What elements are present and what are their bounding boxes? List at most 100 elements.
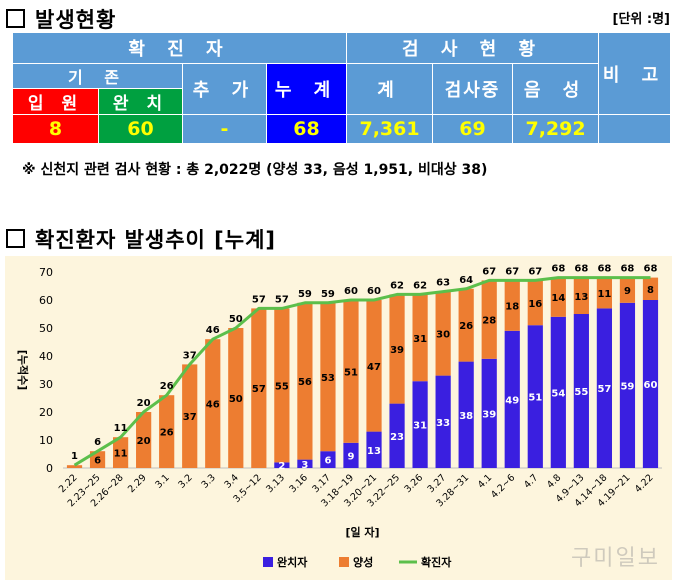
line-value-label: 67 xyxy=(505,266,519,277)
bar-positive-label: 55 xyxy=(275,381,289,392)
x-tick-label: 3.13 xyxy=(264,472,287,495)
bar-cured xyxy=(642,300,659,468)
bar-positive xyxy=(458,288,474,362)
header-total: 계 xyxy=(346,63,434,115)
bar-positive-label: 20 xyxy=(137,436,151,447)
bar-positive xyxy=(297,302,313,460)
status-table: 확 진 자 검 사 현 황 비 고 기 존 추 가 누 계 계 검사중 음 성 … xyxy=(11,32,672,144)
bar-positive xyxy=(527,280,543,326)
line-value-label: 67 xyxy=(528,266,542,277)
bar-cured-label: 38 xyxy=(459,411,473,422)
bar-cured-label: 51 xyxy=(528,393,542,404)
line-value-label: 60 xyxy=(367,286,381,297)
x-tick-label: 3.16 xyxy=(287,472,310,495)
bar-cured-label: 3 xyxy=(301,460,308,471)
bar-positive xyxy=(481,280,497,359)
bar-cured xyxy=(458,361,474,468)
watermark: 구미일보 xyxy=(571,546,660,571)
bar-cured-label: 2 xyxy=(278,461,285,472)
bar-positive xyxy=(274,308,290,463)
bar-positive-label: 8 xyxy=(647,285,654,296)
bar-cured xyxy=(573,314,589,468)
bar-positive-label: 6 xyxy=(94,456,101,467)
bar-cured xyxy=(619,302,636,468)
bar-positive xyxy=(642,277,659,300)
bar-positive-label: 30 xyxy=(436,330,450,341)
header-confirmed: 확 진 자 xyxy=(11,32,348,64)
line-value-label: 60 xyxy=(344,286,358,297)
bar-positive-label: 39 xyxy=(390,345,404,356)
value-hospitalized: 8 xyxy=(12,114,99,144)
y-tick-label: 40 xyxy=(39,350,53,363)
header-existing: 기 존 xyxy=(12,63,183,89)
bar-cured-label: 23 xyxy=(390,432,404,443)
bar-positive xyxy=(89,451,106,468)
bar-cured-label: 13 xyxy=(367,446,381,457)
bar-positive xyxy=(251,308,267,468)
line-value-label: 59 xyxy=(298,289,312,300)
bar-cured xyxy=(366,431,382,468)
x-tick-label: 4.22 xyxy=(633,472,656,495)
line-value-label: 68 xyxy=(644,264,658,275)
x-tick-label: 2.29 xyxy=(126,472,149,495)
value-negative: 7,292 xyxy=(512,114,600,144)
header-cumulative: 누 계 xyxy=(265,63,348,115)
y-tick-label: 60 xyxy=(39,294,53,307)
bar-positive-label: 11 xyxy=(597,289,611,300)
bar-positive-label: 9 xyxy=(624,286,631,297)
y-axis-title: [누적수] xyxy=(16,350,30,390)
bar-positive xyxy=(366,300,382,432)
value-cured: 60 xyxy=(98,114,183,144)
bar-positive xyxy=(412,294,428,382)
line-value-label: 37 xyxy=(183,350,197,361)
status-section-title: 발생현황 xyxy=(6,4,116,34)
bar-cured-label: 54 xyxy=(551,388,565,399)
shincheonji-note: ※ 신천지 관련 검사 현황 : 총 2,022명 (양성 33, 음성 1,9… xyxy=(22,162,488,178)
y-tick-label: 70 xyxy=(39,266,53,279)
bar-cured-label: 59 xyxy=(620,381,634,392)
y-tick-label: 0 xyxy=(46,462,53,475)
bar-cured-label: 31 xyxy=(413,421,427,432)
bar-cured xyxy=(527,325,543,468)
bar-positive-label: 11 xyxy=(114,449,128,460)
bar-cured-label: 60 xyxy=(644,380,658,391)
line-value-label: 57 xyxy=(275,294,289,305)
bar-positive-label: 31 xyxy=(413,334,427,345)
bar-cured-label: 57 xyxy=(597,384,611,395)
x-tick-label: 3.1 xyxy=(153,472,171,490)
bar-positive xyxy=(389,294,405,404)
line-value-label: 20 xyxy=(137,398,151,409)
line-value-label: 64 xyxy=(459,275,473,286)
bar-cured-label: 55 xyxy=(574,387,588,398)
x-tick-label: 3.3 xyxy=(199,472,217,490)
bar-positive-label: 56 xyxy=(298,377,312,388)
bar-positive-label: 37 xyxy=(183,412,197,423)
bar-positive-label: 53 xyxy=(321,373,335,384)
line-value-label: 1 xyxy=(71,451,78,462)
header-negative: 음 성 xyxy=(512,63,600,115)
bar-positive-label: 18 xyxy=(505,302,519,313)
bar-cured-label: 6 xyxy=(324,456,331,467)
bar-positive-label: 57 xyxy=(252,384,266,395)
legend-label-cured: 완치자 xyxy=(277,555,308,569)
bar-positive xyxy=(136,412,152,468)
bar-positive-label: 51 xyxy=(344,367,358,378)
bar-positive xyxy=(182,364,198,468)
value-cumulative: 68 xyxy=(265,114,348,144)
line-value-label: 62 xyxy=(390,280,404,291)
chart-area: 0 10 20 30 40 50 60 70 [누적수] 2.22 6 2.23~25 11 2.26~2… xyxy=(5,256,672,580)
bar-positive-label: 14 xyxy=(551,293,565,304)
bar-positive xyxy=(596,277,613,309)
line-value-label: 59 xyxy=(321,289,335,300)
line-value-label: 62 xyxy=(413,280,427,291)
bar-positive-label: 16 xyxy=(528,299,542,310)
x-axis-title: [일 자] xyxy=(345,525,379,539)
checkbox-icon xyxy=(6,9,25,28)
line-value-label: 67 xyxy=(482,266,496,277)
line-value-label: 6 xyxy=(94,437,101,448)
bar-cured xyxy=(343,442,359,468)
trend-section-title: 확진환자 발생추이 [누계] xyxy=(6,224,276,254)
bar-positive xyxy=(66,465,83,468)
x-tick-label: 4.7 xyxy=(522,472,540,490)
bar-cured xyxy=(481,358,497,468)
